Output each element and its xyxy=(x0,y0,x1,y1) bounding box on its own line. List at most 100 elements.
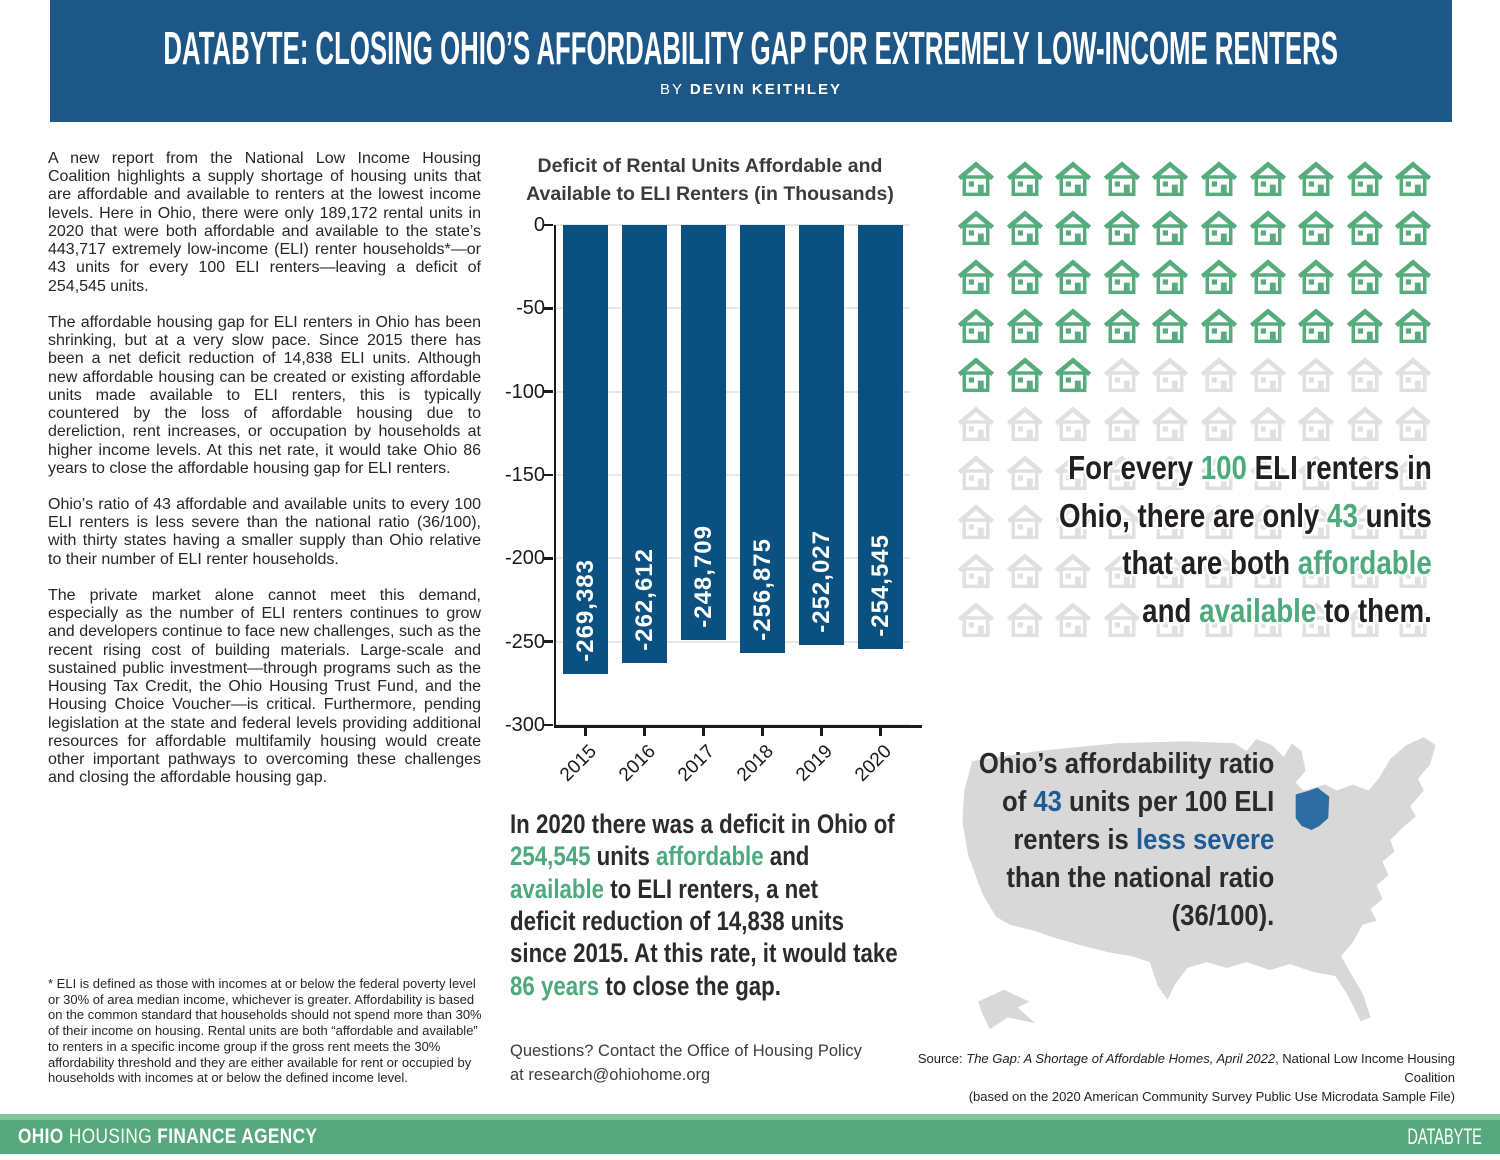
text-line: Ohio, there are only 43 units xyxy=(1059,496,1432,534)
y-axis-label: -100 xyxy=(504,380,545,403)
house-icon-green xyxy=(956,307,996,345)
gridline xyxy=(556,307,910,310)
house-icon-gray xyxy=(1199,601,1239,639)
x-axis-tick xyxy=(820,727,823,736)
x-axis-tick xyxy=(584,727,587,736)
bar-2020: -254,545 xyxy=(858,225,903,650)
house-icon-gray xyxy=(1199,552,1239,590)
house-icon-gray xyxy=(1053,454,1093,492)
house-icon-gray xyxy=(1102,552,1142,590)
x-axis-tick xyxy=(761,727,764,736)
text-line: renters is less severe xyxy=(1013,823,1274,856)
x-axis-tick xyxy=(879,727,882,736)
housing-ratio-visual: For every 100 ELI renters in Ohio, there … xyxy=(956,160,1438,648)
house-icon-gray xyxy=(1296,503,1336,541)
house-icon-green xyxy=(1345,307,1385,345)
house-icon-gray xyxy=(956,405,996,443)
house-icon-gray xyxy=(1248,454,1288,492)
house-icon-gray xyxy=(1296,454,1336,492)
text-line: that are both affordable xyxy=(1122,544,1432,582)
house-icon-gray xyxy=(1150,356,1190,394)
house-icon-green xyxy=(1248,209,1288,247)
house-icon-green xyxy=(1296,307,1336,345)
contact-email-line: at research@ohiohome.org xyxy=(510,1065,711,1084)
y-axis-label: -50 xyxy=(516,297,545,320)
house-icon-green xyxy=(1199,209,1239,247)
house-icon-green xyxy=(1393,209,1433,247)
us-map-visual: Ohio’s affordability ratio of 43 units pe… xyxy=(935,688,1470,1043)
ohio-highlight xyxy=(1295,787,1330,830)
gridline xyxy=(556,640,910,643)
house-icon-gray xyxy=(1296,601,1336,639)
house-icon-gray xyxy=(1150,601,1190,639)
house-icon-gray xyxy=(1248,405,1288,443)
house-icon-green xyxy=(1102,258,1142,296)
house-icon-green xyxy=(956,160,996,198)
page-title-text: DATABYTE: CLOSING OHIO’S AFFORDABILITY G… xyxy=(163,21,1339,74)
house-icon-gray xyxy=(1345,454,1385,492)
house-icon-green xyxy=(1150,258,1190,296)
text-line: available to ELI renters, a net xyxy=(510,873,819,904)
house-icon-green xyxy=(1150,160,1190,198)
house-icon-gray xyxy=(1248,503,1288,541)
paragraph: A new report from the National Low Incom… xyxy=(48,150,481,295)
bar-value-label: -254,545 xyxy=(866,534,894,638)
housing-ratio-caption: For every 100 ELI renters in Ohio, there … xyxy=(1059,444,1432,634)
gridline xyxy=(556,474,910,476)
bar-value-label: -256,875 xyxy=(748,538,776,642)
house-icon-green xyxy=(1053,209,1093,247)
chart-title-line1: Deficit of Rental Units Affordable and xyxy=(537,155,883,177)
house-icon-green xyxy=(1102,209,1142,247)
agency-brand: OHIO HOUSING FINANCE AGENCY xyxy=(18,1125,318,1148)
text-line: 86 years to close the gap. xyxy=(510,970,781,1001)
house-icon-green xyxy=(1005,209,1045,247)
bar-value-label: -262,612 xyxy=(630,547,658,651)
y-axis-label: -150 xyxy=(504,464,545,486)
text-line: Ohio’s affordability ratio xyxy=(978,748,1274,780)
house-icon-gray xyxy=(1296,356,1336,394)
house-icon-green xyxy=(1005,160,1045,198)
house-icon-green xyxy=(1199,258,1239,296)
house-icon-green xyxy=(1005,258,1045,296)
deficit-bar-chart: 0 -50 -100 -150 -200 -250 -300 -269,383 2015 -262… xyxy=(503,215,927,786)
house-icon-green xyxy=(1102,160,1142,198)
y-axis-tick xyxy=(544,223,553,227)
house-icon-green xyxy=(1248,160,1288,198)
house-icon-gray xyxy=(1248,552,1288,590)
house-icon-gray xyxy=(1296,552,1336,590)
y-axis-tick xyxy=(544,723,553,727)
house-icon-green xyxy=(1005,307,1045,345)
house-icon-green xyxy=(956,209,996,247)
house-icon-gray xyxy=(956,503,996,541)
y-axis-tick xyxy=(544,640,553,643)
house-icon-gray xyxy=(1345,601,1385,639)
house-icon-green xyxy=(1005,356,1045,394)
house-icon-gray xyxy=(1296,405,1336,443)
y-axis-tick xyxy=(544,390,553,393)
house-icon-gray xyxy=(1393,405,1433,443)
house-icon-gray xyxy=(1199,454,1239,492)
house-icon-green xyxy=(1296,258,1336,296)
deficit-callout: In 2020 there was a deficit in Ohio of 25… xyxy=(510,808,930,1002)
house-icon-gray xyxy=(1150,454,1190,492)
house-icon-green xyxy=(1199,307,1239,345)
house-icon-green xyxy=(1053,356,1093,394)
house-icon-gray xyxy=(1102,454,1142,492)
house-icon-gray xyxy=(1150,503,1190,541)
house-icon-gray xyxy=(1345,356,1385,394)
text-line: For every 100 ELI renters in xyxy=(1068,449,1432,486)
house-icon-green xyxy=(1150,307,1190,345)
house-icon-gray xyxy=(1102,601,1142,639)
us-map xyxy=(962,737,1436,1030)
text-line: 254,545 units affordable and xyxy=(510,841,810,872)
bar-2016: -262,612 xyxy=(622,225,667,663)
house-icon-green xyxy=(1053,160,1093,198)
house-icon-gray xyxy=(956,454,996,492)
bar-2015: -269,383 xyxy=(563,225,608,674)
house-icon-gray xyxy=(1393,552,1433,590)
gridline xyxy=(556,390,910,393)
y-axis-tick xyxy=(544,557,553,560)
house-icon-gray xyxy=(1199,405,1239,443)
house-icon-grid xyxy=(956,160,1438,639)
